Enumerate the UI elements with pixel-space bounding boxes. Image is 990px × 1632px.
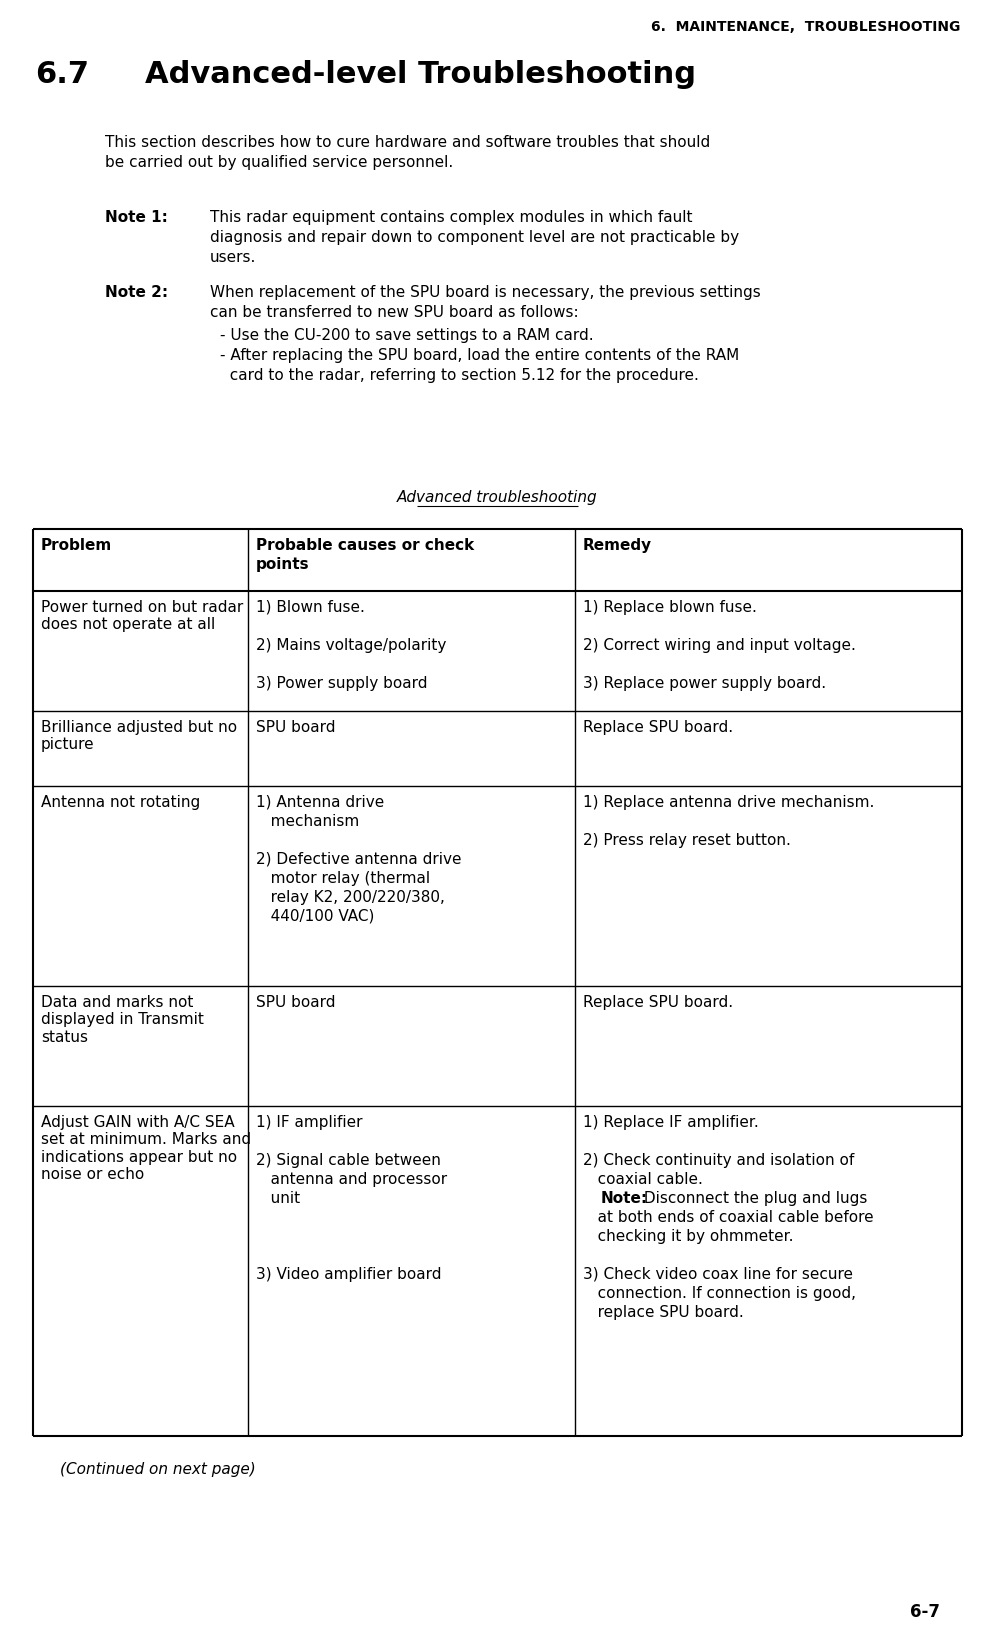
Text: mechanism: mechanism xyxy=(256,813,359,829)
Text: SPU board: SPU board xyxy=(256,720,336,734)
Text: 3) Replace power supply board.: 3) Replace power supply board. xyxy=(583,676,826,690)
Text: SPU board: SPU board xyxy=(256,994,336,1009)
Text: coaxial cable.: coaxial cable. xyxy=(583,1172,703,1186)
Text: Power turned on but radar
does not operate at all: Power turned on but radar does not opera… xyxy=(41,599,244,632)
Text: relay K2, 200/220/380,: relay K2, 200/220/380, xyxy=(256,889,445,904)
Text: 1) IF amplifier: 1) IF amplifier xyxy=(256,1115,362,1129)
Text: antenna and processor: antenna and processor xyxy=(256,1172,447,1186)
Text: replace SPU board.: replace SPU board. xyxy=(583,1304,743,1319)
Text: 6.7: 6.7 xyxy=(35,60,89,90)
Text: 2) Press relay reset button.: 2) Press relay reset button. xyxy=(583,832,791,847)
Text: 1) Blown fuse.: 1) Blown fuse. xyxy=(256,599,365,615)
Text: can be transferred to new SPU board as follows:: can be transferred to new SPU board as f… xyxy=(210,305,578,320)
Text: This section describes how to cure hardware and software troubles that should: This section describes how to cure hardw… xyxy=(105,135,710,150)
Text: 440/100 VAC): 440/100 VAC) xyxy=(256,909,374,924)
Text: - After replacing the SPU board, load the entire contents of the RAM: - After replacing the SPU board, load th… xyxy=(220,348,740,362)
Text: users.: users. xyxy=(210,250,256,264)
Text: 3) Video amplifier board: 3) Video amplifier board xyxy=(256,1266,442,1281)
Text: - Use the CU-200 to save settings to a RAM card.: - Use the CU-200 to save settings to a R… xyxy=(220,328,594,343)
Text: 1) Replace antenna drive mechanism.: 1) Replace antenna drive mechanism. xyxy=(583,795,874,809)
Text: Brilliance adjusted but no
picture: Brilliance adjusted but no picture xyxy=(41,720,238,752)
Text: Disconnect the plug and lugs: Disconnect the plug and lugs xyxy=(639,1190,867,1206)
Text: be carried out by qualified service personnel.: be carried out by qualified service pers… xyxy=(105,155,453,170)
Text: When replacement of the SPU board is necessary, the previous settings: When replacement of the SPU board is nec… xyxy=(210,286,760,300)
Text: This radar equipment contains complex modules in which fault: This radar equipment contains complex mo… xyxy=(210,211,692,225)
Text: diagnosis and repair down to component level are not practicable by: diagnosis and repair down to component l… xyxy=(210,230,740,245)
Text: Replace SPU board.: Replace SPU board. xyxy=(583,720,734,734)
Text: Note:: Note: xyxy=(601,1190,648,1206)
Text: Problem: Problem xyxy=(41,537,112,553)
Text: Remedy: Remedy xyxy=(583,537,652,553)
Text: at both ends of coaxial cable before: at both ends of coaxial cable before xyxy=(583,1209,873,1224)
Text: Replace SPU board.: Replace SPU board. xyxy=(583,994,734,1009)
Text: Note 2:: Note 2: xyxy=(105,286,168,300)
Text: 2) Signal cable between: 2) Signal cable between xyxy=(256,1152,441,1167)
Text: (Continued on next page): (Continued on next page) xyxy=(60,1461,255,1475)
Text: 3) Power supply board: 3) Power supply board xyxy=(256,676,428,690)
Text: Probable causes or check: Probable causes or check xyxy=(256,537,474,553)
Text: Data and marks not
displayed in Transmit
status: Data and marks not displayed in Transmit… xyxy=(41,994,204,1044)
Text: 6.  MAINTENANCE,  TROUBLESHOOTING: 6. MAINTENANCE, TROUBLESHOOTING xyxy=(650,20,960,34)
Text: 6-7: 6-7 xyxy=(910,1603,940,1621)
Text: 2) Check continuity and isolation of: 2) Check continuity and isolation of xyxy=(583,1152,854,1167)
Text: points: points xyxy=(256,557,310,571)
Text: unit: unit xyxy=(256,1190,300,1206)
Text: Advanced-level Troubleshooting: Advanced-level Troubleshooting xyxy=(145,60,696,90)
Text: checking it by ohmmeter.: checking it by ohmmeter. xyxy=(583,1229,794,1244)
Text: 1) Replace blown fuse.: 1) Replace blown fuse. xyxy=(583,599,757,615)
Text: 1) Antenna drive: 1) Antenna drive xyxy=(256,795,384,809)
Text: Note 1:: Note 1: xyxy=(105,211,168,225)
Text: Advanced troubleshooting: Advanced troubleshooting xyxy=(397,490,598,504)
Text: 2) Correct wiring and input voltage.: 2) Correct wiring and input voltage. xyxy=(583,638,856,653)
Text: Adjust GAIN with A/C SEA
set at minimum. Marks and
indications appear but no
noi: Adjust GAIN with A/C SEA set at minimum.… xyxy=(41,1115,251,1182)
Text: 3) Check video coax line for secure: 3) Check video coax line for secure xyxy=(583,1266,853,1281)
Text: card to the radar, referring to section 5.12 for the procedure.: card to the radar, referring to section … xyxy=(220,367,699,384)
Text: 1) Replace IF amplifier.: 1) Replace IF amplifier. xyxy=(583,1115,758,1129)
Text: 2) Mains voltage/polarity: 2) Mains voltage/polarity xyxy=(256,638,446,653)
Text: connection. If connection is good,: connection. If connection is good, xyxy=(583,1286,856,1301)
Text: 2) Defective antenna drive: 2) Defective antenna drive xyxy=(256,852,461,867)
Text: Antenna not rotating: Antenna not rotating xyxy=(41,795,200,809)
Text: motor relay (thermal: motor relay (thermal xyxy=(256,870,430,886)
